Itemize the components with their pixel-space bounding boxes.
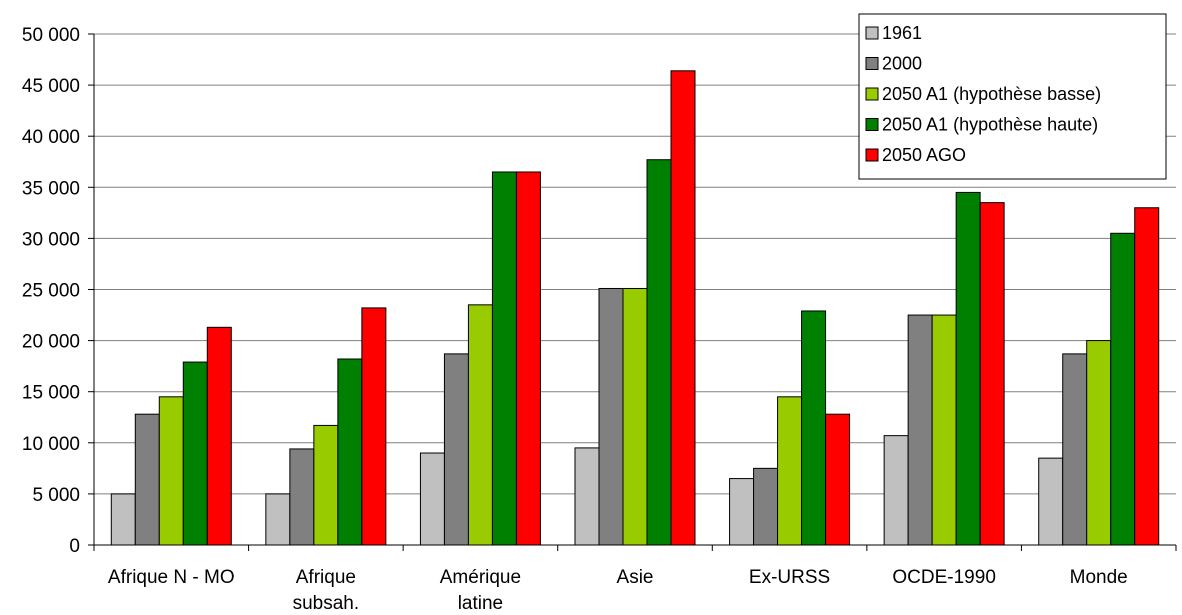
bar [419, 452, 445, 546]
bar [979, 202, 1005, 546]
legend-label: 2050 A1 (hypothèse basse) [882, 84, 1101, 104]
bar [574, 447, 600, 546]
bar [491, 171, 517, 546]
bar [729, 478, 755, 546]
bar [515, 171, 541, 546]
x-tick-label: OCDE-1990 [892, 567, 996, 588]
bar [955, 191, 981, 546]
x-tick-label: latine [458, 593, 503, 614]
bar [134, 413, 160, 546]
y-tick-label: 15 000 [22, 383, 80, 404]
bar [753, 467, 779, 546]
x-tick-label: subsah. [293, 593, 360, 614]
bar [182, 361, 208, 546]
x-tick-label: Amérique [440, 567, 521, 588]
bar [825, 413, 851, 546]
bar [265, 493, 291, 546]
bar [206, 326, 232, 546]
bar [1134, 207, 1160, 546]
legend-swatch [865, 87, 879, 101]
x-tick-label: Monde [1070, 567, 1128, 588]
bar [670, 70, 696, 546]
legend-swatch [865, 118, 879, 131]
bar [1038, 457, 1064, 546]
bars [110, 70, 1160, 546]
bar [931, 314, 957, 546]
x-tick-label: Afrique [296, 567, 356, 588]
y-tick-label: 50 000 [22, 25, 80, 46]
x-tick-label: Asie [617, 567, 654, 588]
x-tick-label: Ex-URSS [749, 567, 830, 588]
legend-box [858, 13, 1167, 180]
bar [361, 307, 387, 546]
y-tick-label: 20 000 [22, 332, 80, 353]
legend-label: 2050 A1 (hypothèse haute) [882, 115, 1098, 135]
legend-swatch [865, 57, 879, 70]
bar [1062, 353, 1088, 546]
bar [337, 358, 363, 546]
bar [443, 353, 469, 546]
y-tick-label: 0 [69, 536, 80, 557]
y-tick-label: 35 000 [22, 178, 80, 199]
y-tick-label: 10 000 [22, 434, 80, 455]
legend-swatch [865, 26, 879, 40]
legend-label: 2050 AGO [882, 145, 966, 165]
x-tick-label: Afrique N - MO [108, 567, 235, 588]
y-tick-label: 30 000 [22, 229, 80, 250]
legend-swatch [865, 148, 879, 162]
bar [158, 396, 184, 546]
bar [622, 287, 648, 546]
y-tick-label: 40 000 [22, 127, 80, 148]
y-tick-label: 5 000 [32, 485, 80, 506]
bar [646, 159, 672, 546]
y-axis: 0 5 000 10 000 15 000 20 000 25 000 30 000 35 0… [22, 25, 95, 557]
legend-label: 2000 [882, 54, 922, 74]
bar [313, 424, 339, 546]
bar [110, 493, 136, 546]
bar [1110, 232, 1136, 546]
x-axis: Afrique N - MO Afrique subsah. Amérique lati… [93, 544, 1177, 614]
bar [801, 310, 827, 546]
bar [907, 314, 933, 546]
bar [777, 396, 803, 546]
bar [467, 304, 493, 546]
y-tick-label: 45 000 [22, 76, 80, 97]
bar [289, 448, 315, 546]
legend-label: 1961 [882, 23, 922, 43]
bar [598, 287, 624, 546]
legend: 1961 2000 2050 A1 (hypothèse basse) 2050 A1… [858, 13, 1167, 180]
bar [883, 435, 909, 546]
bar [1086, 340, 1112, 546]
y-tick-label: 25 000 [22, 281, 80, 302]
